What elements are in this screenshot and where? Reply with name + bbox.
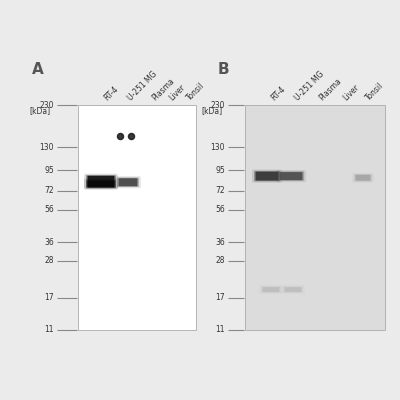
FancyBboxPatch shape xyxy=(84,178,118,190)
FancyBboxPatch shape xyxy=(284,287,302,292)
Text: 36: 36 xyxy=(44,238,54,247)
Text: Tonsil: Tonsil xyxy=(185,80,206,102)
FancyBboxPatch shape xyxy=(118,178,138,186)
Text: Tonsil: Tonsil xyxy=(364,80,386,102)
Text: U-251 MG: U-251 MG xyxy=(126,69,159,102)
Text: Liver: Liver xyxy=(167,82,187,102)
Bar xyxy=(78,105,196,330)
Text: 17: 17 xyxy=(44,293,54,302)
Text: 56: 56 xyxy=(44,205,54,214)
FancyBboxPatch shape xyxy=(354,174,372,182)
Text: 72: 72 xyxy=(215,186,225,196)
FancyBboxPatch shape xyxy=(352,173,374,183)
FancyBboxPatch shape xyxy=(252,170,282,183)
Text: 11: 11 xyxy=(44,326,54,334)
Text: [kDa]: [kDa] xyxy=(201,106,222,115)
Text: 17: 17 xyxy=(215,293,225,302)
FancyBboxPatch shape xyxy=(278,171,304,181)
FancyBboxPatch shape xyxy=(261,286,281,293)
Text: Liver: Liver xyxy=(341,82,361,102)
FancyBboxPatch shape xyxy=(280,172,302,180)
Text: A: A xyxy=(32,62,44,77)
FancyBboxPatch shape xyxy=(262,287,280,292)
Text: 28: 28 xyxy=(216,256,225,265)
FancyBboxPatch shape xyxy=(117,178,139,187)
Text: 72: 72 xyxy=(44,186,54,196)
Text: 56: 56 xyxy=(215,205,225,214)
Text: 130: 130 xyxy=(210,143,225,152)
FancyBboxPatch shape xyxy=(254,171,280,182)
Text: 130: 130 xyxy=(40,143,54,152)
FancyBboxPatch shape xyxy=(115,176,141,188)
FancyBboxPatch shape xyxy=(256,172,278,181)
Text: RT-4: RT-4 xyxy=(269,84,287,102)
Text: 28: 28 xyxy=(44,256,54,265)
Text: 95: 95 xyxy=(215,166,225,175)
FancyBboxPatch shape xyxy=(276,170,306,182)
Text: 36: 36 xyxy=(215,238,225,247)
Text: Plasma: Plasma xyxy=(317,76,343,102)
FancyBboxPatch shape xyxy=(281,285,305,294)
FancyBboxPatch shape xyxy=(86,180,116,188)
Text: Plasma: Plasma xyxy=(150,76,176,102)
Text: 230: 230 xyxy=(40,100,54,110)
FancyBboxPatch shape xyxy=(88,180,114,188)
FancyBboxPatch shape xyxy=(259,285,283,294)
FancyBboxPatch shape xyxy=(356,175,370,181)
Text: U-251 MG: U-251 MG xyxy=(293,69,326,102)
Text: 95: 95 xyxy=(44,166,54,175)
FancyBboxPatch shape xyxy=(88,176,114,187)
FancyBboxPatch shape xyxy=(283,286,303,293)
Text: B: B xyxy=(218,62,230,77)
Text: RT-4: RT-4 xyxy=(102,84,120,102)
Text: [kDa]: [kDa] xyxy=(29,106,50,115)
FancyBboxPatch shape xyxy=(86,175,116,188)
FancyBboxPatch shape xyxy=(84,174,118,189)
Text: 11: 11 xyxy=(216,326,225,334)
Bar xyxy=(245,105,385,330)
Text: 230: 230 xyxy=(210,100,225,110)
